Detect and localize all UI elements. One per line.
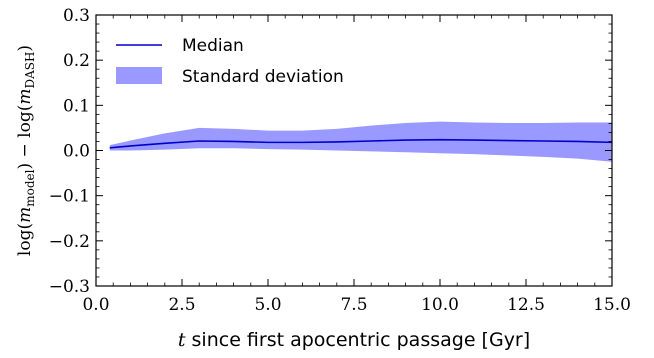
median-line-layer [109, 138, 613, 149]
x-tick-label: 10.0 [421, 295, 459, 315]
x-tick-label: 0.0 [82, 295, 109, 315]
legend-std-label: Standard deviation [182, 67, 344, 87]
x-tick-label: 12.5 [507, 295, 545, 315]
x-axis-label-var: t [178, 329, 186, 351]
x-axis-label: t since first apocentric passage [Gyr] [178, 329, 530, 351]
legend-median-label: Median [182, 36, 244, 56]
y-tick-label: 0.1 [63, 96, 90, 116]
legend: Median Standard deviation [116, 36, 344, 87]
ticks-layer: 0.0 2.5 5.0 7.5 10.0 12.5 15.0 −0.3 −0.2 −0.1 0.0 0… [49, 6, 631, 315]
x-tick-label: 7.5 [340, 295, 367, 315]
y-tick-label: −0.3 [49, 277, 90, 297]
y-tick-label: −0.2 [49, 232, 90, 252]
y-axis-label: log(mmodel) − log(mDASH) [15, 45, 37, 256]
x-tick-label: 5.0 [254, 295, 281, 315]
y-tick-label: 0.2 [63, 51, 90, 71]
y-tick-label: −0.1 [49, 187, 90, 207]
x-tick-label: 2.5 [168, 295, 195, 315]
y-tick-label: 0.3 [63, 6, 90, 26]
y-tick-label: 0.0 [63, 142, 90, 162]
x-tick-label: 15.0 [593, 295, 631, 315]
median-line [109, 138, 613, 149]
legend-std-swatch [116, 67, 162, 84]
x-axis-label-rest: since first apocentric passage [Gyr] [185, 329, 530, 351]
